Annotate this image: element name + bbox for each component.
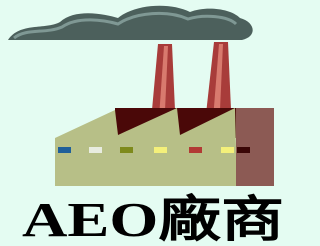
page: AEO廠商 (() => { const data = JSON.parse(d…: [0, 0, 287, 246]
light: [89, 147, 102, 153]
light: [154, 147, 167, 153]
light: [58, 147, 71, 153]
light: [237, 147, 250, 153]
light: [189, 147, 202, 153]
logo-text: AEO廠商: [22, 192, 284, 246]
light: [120, 147, 133, 153]
logo: AEO廠商: [0, 0, 287, 246]
light: [221, 147, 234, 153]
